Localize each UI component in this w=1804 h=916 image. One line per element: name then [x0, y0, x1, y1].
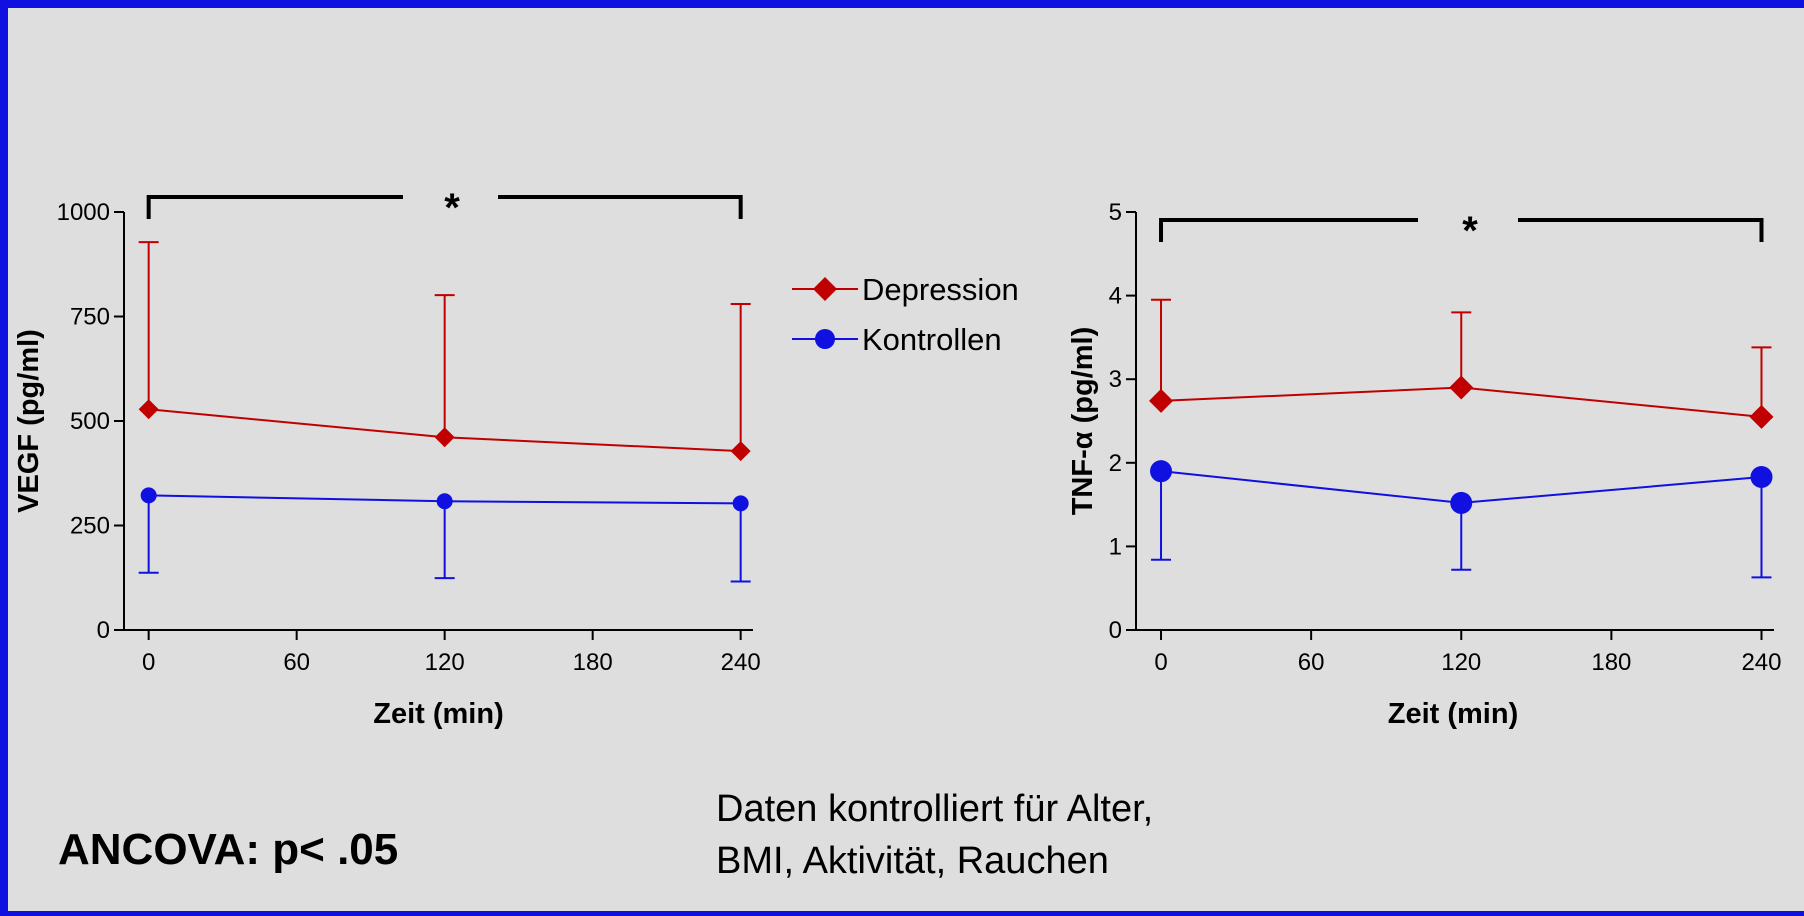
covariate-note: Daten kontrolliert für Alter, BMI, Aktiv… [716, 783, 1153, 887]
legend-marker [815, 329, 835, 349]
series-kontrollen [138, 487, 751, 583]
series-kontrollen [1150, 460, 1773, 579]
y-axis-title: VEGF (pg/ml) [13, 329, 45, 513]
x-tick-label: 180 [573, 649, 613, 676]
x-tick-label: 180 [1591, 649, 1631, 676]
x-tick-label: 0 [1154, 649, 1167, 676]
data-point [1750, 466, 1773, 489]
y-tick-label: 1 [1109, 533, 1122, 560]
data-point [436, 493, 453, 510]
y-tick-label: 0 [97, 617, 110, 644]
data-point [730, 441, 751, 462]
y-tick-label: 500 [70, 408, 110, 435]
data-point [1449, 375, 1474, 400]
legend-entry-kontrollen: Kontrollen [792, 322, 1002, 357]
significance-bracket: * [1159, 209, 1764, 253]
chart-panel-2: 0 1 2 3 4 5 0 60 120 180 240 Zeit (min) TNF-α (pg/ml… [1067, 199, 1782, 730]
y-tick-label: 2 [1109, 450, 1122, 477]
x-tick-label: 0 [142, 649, 155, 676]
data-point [434, 427, 455, 448]
data-point [732, 495, 749, 512]
data-point [140, 487, 157, 504]
covariate-note-line-2: BMI, Aktivität, Rauchen [716, 840, 1109, 882]
y-tick-label: 4 [1109, 283, 1122, 310]
slide: 0 250 500 750 1000 0 60 120 180 240 Zeit (min) VEGF… [8, 8, 1804, 911]
y-tick-label: 3 [1109, 366, 1122, 393]
bracket-right [498, 195, 743, 219]
bracket-left [1159, 218, 1418, 242]
y-axis-title: TNF-α (pg/ml) [1067, 327, 1099, 516]
series-depression [1149, 298, 1774, 429]
y-tick-label: 1000 [57, 199, 110, 226]
x-tick-label: 60 [283, 649, 310, 676]
y-tick-label: 0 [1109, 617, 1122, 644]
covariate-note-line-1: Daten kontrolliert für Alter, [716, 788, 1154, 830]
series-depression [138, 241, 751, 462]
legend-label: Depression [862, 272, 1019, 307]
data-point [1150, 460, 1173, 483]
legend-label: Kontrollen [862, 322, 1002, 357]
significance-bracket: * [146, 186, 743, 230]
legend-entry-depression: Depression [792, 272, 1019, 307]
data-point [1149, 388, 1174, 413]
data-point [138, 399, 159, 420]
y-tick-label: 5 [1109, 199, 1122, 226]
significance-star: * [444, 186, 460, 230]
ancova-result: ANCOVA: p< .05 [58, 825, 399, 874]
data-point [1450, 491, 1473, 514]
significance-star: * [1462, 209, 1478, 253]
data-point [1749, 404, 1774, 429]
y-tick-label: 250 [70, 513, 110, 540]
y-tick-label: 750 [70, 304, 110, 331]
bracket-right [1518, 218, 1764, 242]
x-axis-title: Zeit (min) [1388, 698, 1519, 730]
x-axis-title: Zeit (min) [373, 698, 504, 730]
x-tick-label: 240 [1741, 649, 1781, 676]
x-tick-label: 120 [425, 649, 465, 676]
x-tick-label: 240 [721, 649, 761, 676]
x-tick-label: 120 [1441, 649, 1481, 676]
legend: Depression Kontrollen [792, 272, 1019, 357]
chart-panel-1: 0 250 500 750 1000 0 60 120 180 240 Zeit (min) VEGF… [13, 186, 761, 730]
bracket-left [146, 195, 403, 219]
x-tick-label: 60 [1298, 649, 1325, 676]
legend-marker [813, 277, 837, 301]
